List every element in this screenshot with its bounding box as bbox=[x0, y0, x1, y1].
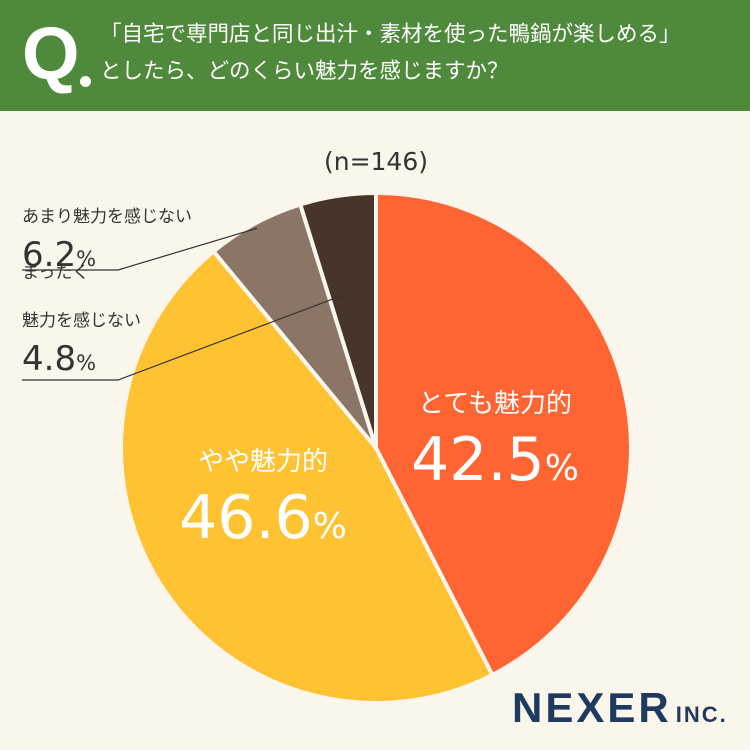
pie-slice-4 bbox=[298, 191, 378, 450]
slice-value-3: 6.2% bbox=[22, 235, 96, 275]
slice-label-4-line2: 魅力を感じない bbox=[22, 311, 141, 331]
sample-size-label: (n=146) bbox=[324, 147, 428, 176]
brand-suffix: INC. bbox=[675, 702, 728, 727]
leader-line-3 bbox=[22, 227, 258, 271]
slice-value-4: 4.8% bbox=[22, 339, 96, 379]
leader-line-4 bbox=[22, 291, 353, 381]
brand-logo: NEXER INC. bbox=[512, 684, 728, 732]
question-header: Q 「自宅で専門店と同じ出汁・素材を使った鴨鍋が楽しめる」 としたら、どのくらい… bbox=[0, 0, 750, 111]
question-mark-dot bbox=[80, 76, 91, 87]
slice-label-1: とても魅力的 bbox=[418, 389, 572, 419]
question-text-line2: としたら、どのくらい魅力を感じますか？ bbox=[100, 59, 509, 84]
slice-value-2: 46.6% bbox=[179, 483, 347, 553]
question-text-line1: 「自宅で専門店と同じ出汁・素材を使った鴨鍋が楽しめる」 bbox=[100, 22, 681, 47]
slice-label-2: やや魅力的 bbox=[198, 447, 328, 477]
slice-label-3: あまり魅力を感じない bbox=[22, 207, 192, 227]
question-mark: Q bbox=[22, 12, 80, 95]
brand-name: NEXER bbox=[512, 684, 672, 731]
pie-slice-2 bbox=[119, 249, 495, 705]
slice-value-1: 42.5% bbox=[411, 425, 579, 495]
slice-label-4-line1: まったく bbox=[22, 263, 89, 283]
pie-slice-1 bbox=[374, 191, 633, 677]
